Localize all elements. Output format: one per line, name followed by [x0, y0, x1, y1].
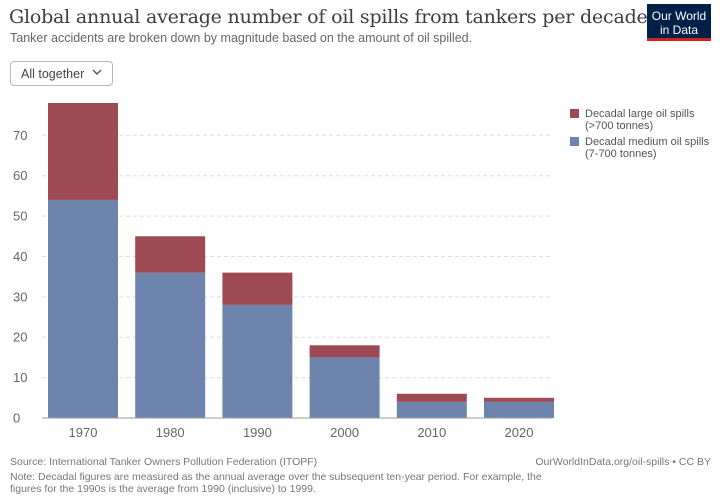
dropdown-label: All together [21, 67, 85, 81]
legend-label-1: Decadal medium oil spills [585, 136, 710, 148]
logo-accent-bar [647, 38, 711, 41]
our-world-in-data-logo[interactable]: Our World in Data [647, 4, 711, 41]
bar-1990-large [222, 272, 293, 305]
legend-sublabel-0: (>700 tonnes) [585, 120, 653, 132]
y-tick-label-20: 20 [13, 330, 27, 345]
x-tick-label-2000: 2000 [330, 425, 359, 440]
legend-swatch-0 [570, 109, 579, 118]
stacking-mode-dropdown[interactable]: All together [10, 61, 113, 86]
y-tick-label-60: 60 [13, 168, 27, 183]
chart-gridlines [42, 134, 552, 379]
bar-2010-large [396, 393, 467, 402]
bar-2020-large [484, 397, 554, 402]
bar-1990-medium [222, 304, 293, 418]
chevron-down-icon [92, 69, 102, 75]
bar-1980-large [135, 236, 206, 273]
chart-legend: Decadal large oil spills(>700 tonnes) Dec… [570, 108, 710, 160]
x-tick-label-1990: 1990 [243, 425, 272, 440]
logo-line-1: Our World [651, 9, 707, 23]
bar-2010-medium [396, 401, 467, 418]
y-tick-label-50: 50 [13, 209, 27, 224]
y-tick-label-70: 70 [13, 128, 27, 143]
x-axis-tick-labels: 1970 1980 1990 2000 2010 2020 [69, 425, 534, 440]
bar-1980-medium [135, 272, 206, 418]
y-tick-label-0: 0 [13, 411, 20, 426]
x-tick-label-2020: 2020 [505, 425, 534, 440]
legend-swatch-1 [570, 137, 579, 146]
chart-title: Global annual average number of oil spil… [9, 6, 648, 28]
bar-2020-medium [484, 401, 554, 418]
bar-2000-medium [309, 357, 380, 418]
source-text: Source: International Tanker Owners Poll… [10, 456, 318, 468]
chart-subtitle: Tanker accidents are broken down by magn… [10, 31, 473, 45]
logo-line-2: in Data [659, 23, 699, 37]
y-tick-label-30: 30 [13, 289, 27, 304]
y-tick-label-40: 40 [13, 249, 27, 264]
source-url-link[interactable]: OurWorldInData.org/oil-spills • CC BY [535, 456, 711, 468]
legend-sublabel-1: (7-700 tonnes) [585, 148, 657, 160]
x-tick-label-1980: 1980 [156, 425, 185, 440]
bar-1970-large [48, 103, 118, 200]
chart-bars [48, 103, 554, 418]
bar-1970-medium [48, 199, 118, 418]
x-tick-label-1970: 1970 [69, 425, 98, 440]
legend-label-0: Decadal large oil spills [585, 108, 695, 120]
y-tick-label-10: 10 [13, 370, 27, 385]
x-tick-label-2010: 2010 [417, 425, 446, 440]
y-axis-tick-labels: 0 10 20 30 40 50 60 70 [13, 128, 27, 426]
bar-2000-large [309, 345, 380, 358]
footnote-text: Note: Decadal figures are measured as th… [10, 471, 542, 495]
